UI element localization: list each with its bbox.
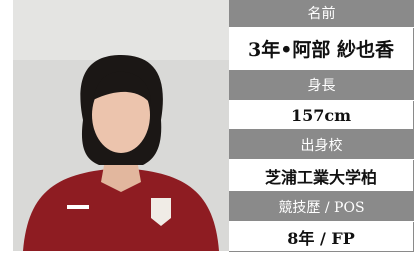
page: 名前 3年•阿部 紗也香 身長 157cm 出身校 芝浦工業大学柏 競技歴 / … (0, 0, 419, 255)
field-label: 出身校 (229, 130, 414, 160)
field-label: 競技歴 / POS (229, 192, 414, 222)
field-value: 3年•阿部 紗也香 (229, 28, 414, 71)
player-photo (13, 0, 229, 251)
field-value: 8年 / FP (229, 222, 414, 252)
field-value: 芝浦工業大学柏 (229, 160, 414, 192)
profile-table: 名前 3年•阿部 紗也香 身長 157cm 出身校 芝浦工業大学柏 競技歴 / … (229, 0, 414, 252)
field-label: 身長 (229, 71, 414, 101)
field-value: 157cm (229, 101, 414, 131)
field-label: 名前 (229, 0, 414, 28)
